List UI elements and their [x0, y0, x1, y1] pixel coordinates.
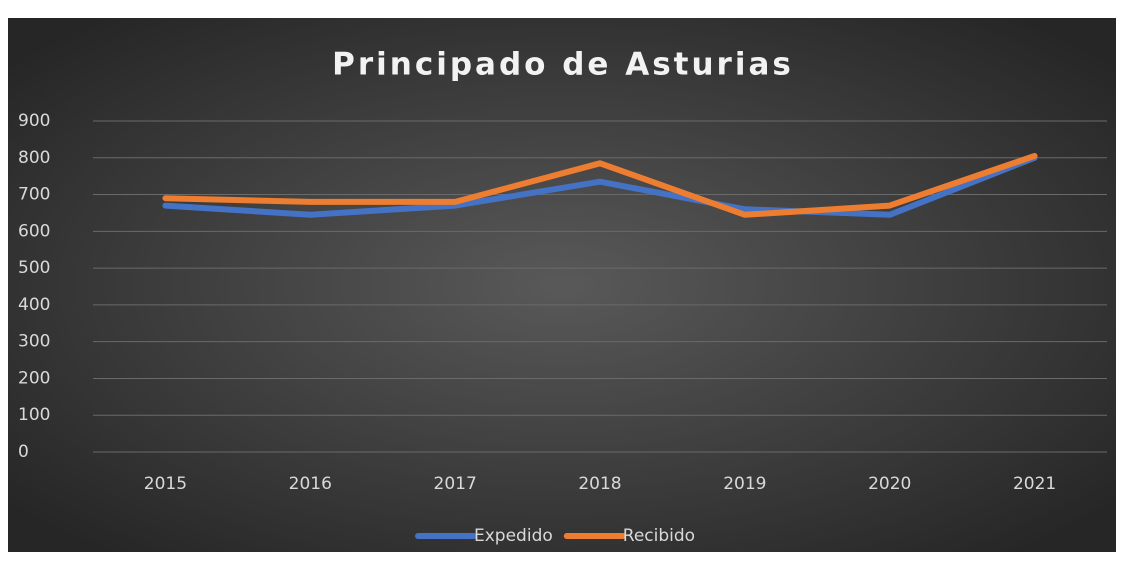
line-series [162, 154, 1038, 218]
x-tick-label: 2021 [1013, 474, 1056, 494]
y-tick-label: 100 [18, 405, 50, 425]
y-tick-label: 300 [18, 332, 50, 352]
x-tick-label: 2015 [144, 474, 187, 494]
x-tick-label: 2018 [578, 474, 621, 494]
chart-background [8, 18, 1116, 552]
y-tick-label: 800 [18, 148, 50, 168]
y-tick-label: 700 [18, 185, 50, 205]
y-tick-label: 200 [18, 368, 50, 388]
x-tick-label: 2019 [723, 474, 766, 494]
chart-title: Principado de Asturias [332, 47, 794, 83]
y-tick-label: 0 [18, 442, 29, 462]
y-tick-label: 600 [18, 221, 50, 241]
legend-label: Expedido [474, 526, 553, 546]
y-tick-label: 400 [18, 295, 50, 315]
line-series [162, 152, 1038, 218]
y-tick-label: 900 [18, 111, 50, 131]
y-tick-label: 500 [18, 258, 50, 278]
x-tick-label: 2016 [289, 474, 332, 494]
x-tick-label: 2020 [868, 474, 911, 494]
x-tick-label: 2017 [434, 474, 477, 494]
legend-label: Recibido [623, 526, 695, 546]
